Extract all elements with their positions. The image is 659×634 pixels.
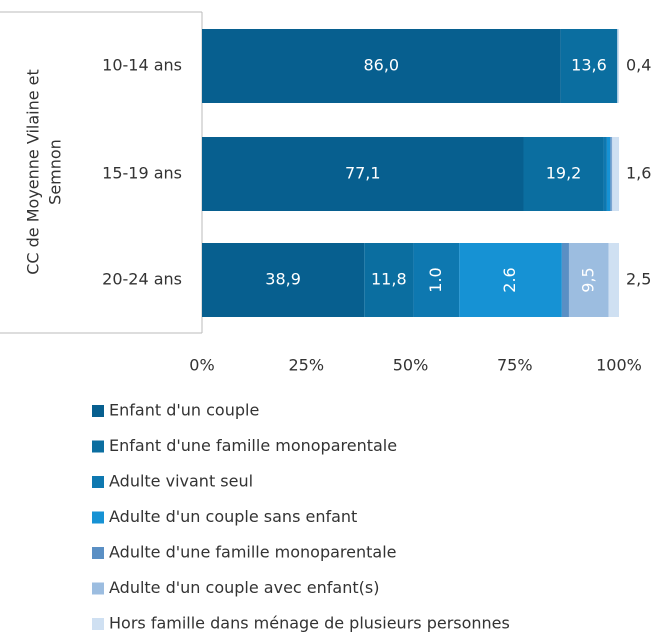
y-label: Semnon: [46, 139, 65, 205]
data-label: 0,4: [626, 56, 651, 75]
bar-segment: [617, 29, 619, 103]
y-tick-label: 20-24 ans: [102, 270, 182, 289]
legend-swatch: [92, 405, 104, 417]
data-label: 19,2: [546, 164, 582, 183]
y-label-group: CC de Moyenne Vilaine et Semnon: [24, 69, 65, 275]
legend-swatch: [92, 582, 104, 595]
bar-segment: [603, 137, 607, 211]
data-label: 11,8: [371, 270, 407, 289]
bar-segment: [202, 243, 365, 317]
y-tick-label: 10-14 ans: [102, 56, 182, 75]
x-tick-label: 50%: [393, 356, 429, 375]
data-label: 2.6: [500, 267, 519, 292]
x-tick-label: 100%: [596, 356, 642, 375]
bar-segment: [560, 29, 618, 103]
bar-segment: [612, 137, 619, 211]
data-label: 1,6: [626, 164, 651, 183]
legend-label: Adulte d'une famille monoparentale: [109, 543, 397, 562]
data-label: 77,1: [345, 164, 381, 183]
bar-segment: [611, 137, 613, 211]
legend-swatch: [92, 511, 104, 524]
x-tick-label: 0%: [189, 356, 214, 375]
legend-label: Hors famille dans ménage de plusieurs pe…: [109, 614, 510, 633]
bar-segment: [459, 243, 562, 317]
bar-segment: [413, 243, 460, 317]
legend-label: Adulte d'un couple sans enfant: [109, 507, 357, 526]
bar-segment: [364, 243, 414, 317]
bar-segment: [523, 137, 604, 211]
legend-swatch: [92, 440, 104, 453]
legend-label: Adulte d'un couple avec enfant(s): [109, 578, 379, 597]
legend-label: Enfant d'une famille monoparentale: [109, 436, 397, 455]
data-label: 2,5: [626, 270, 651, 289]
legend-label: Adulte vivant seul: [109, 472, 253, 491]
x-tick-label: 25%: [288, 356, 324, 375]
legend-swatch: [92, 618, 104, 630]
legend-swatch: [92, 476, 104, 488]
x-tick-label: 75%: [497, 356, 533, 375]
y-label: CC de Moyenne Vilaine et: [24, 69, 43, 275]
bar-segment: [608, 243, 619, 317]
y-tick-label: 15-19 ans: [102, 164, 182, 183]
bar-segment: [561, 243, 569, 317]
bar-segment: [202, 137, 524, 211]
bar-segment: [568, 243, 609, 317]
data-label: 86,0: [363, 56, 399, 75]
data-label: 1.0: [426, 267, 445, 292]
bar-segment: [202, 29, 561, 103]
legend-label: Enfant d'un couple: [109, 401, 259, 420]
bar-segment: [606, 137, 611, 211]
data-label: 9,5: [578, 267, 597, 292]
bar-segment: [610, 137, 612, 211]
data-label: 38,9: [265, 270, 301, 289]
legend-swatch: [92, 547, 104, 559]
data-label: 13,6: [571, 56, 607, 75]
